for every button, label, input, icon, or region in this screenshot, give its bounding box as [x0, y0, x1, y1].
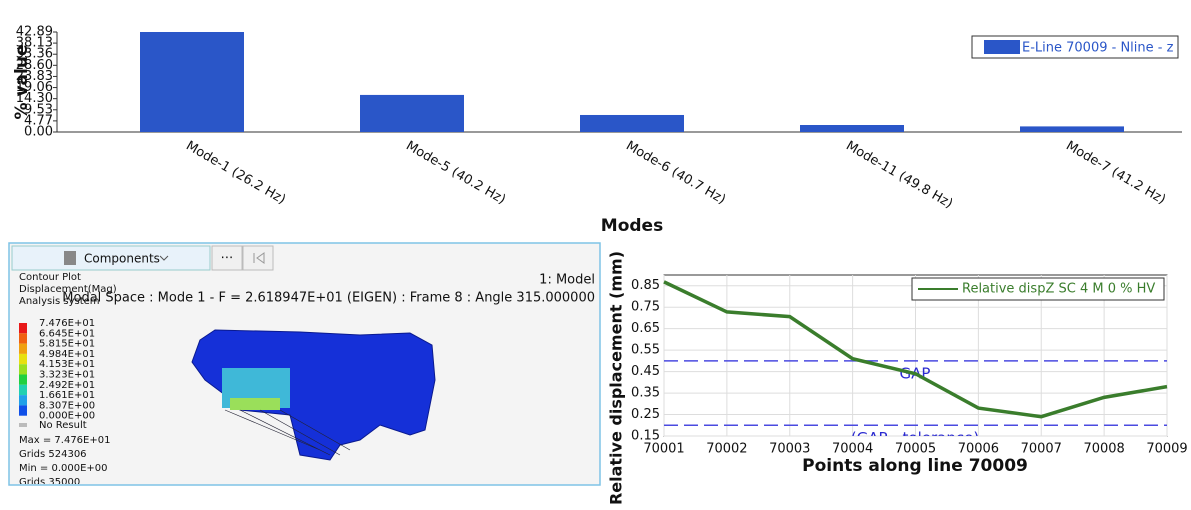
first-button[interactable]	[242, 245, 274, 271]
y-tick-label: 0.55	[631, 343, 660, 358]
colorbar-label: 4.153E+01	[39, 359, 95, 370]
viewer-title: Displacement(Mag)	[19, 284, 117, 295]
x-tick-label: 70008	[1083, 442, 1124, 457]
y-tick-label: 42.89	[16, 25, 53, 40]
legend-label: E-Line 70009 - Nline - z	[1022, 41, 1174, 56]
y-tick-label: 38.13	[16, 36, 53, 51]
y-tick-label: 33.36	[16, 47, 53, 62]
legend	[971, 35, 1179, 59]
colorbar-label: 2.492E+01	[39, 380, 95, 391]
colorbar-swatch	[19, 333, 27, 344]
y-axis-title: Relative displacement (mm)	[607, 251, 626, 505]
no-result-swatch	[19, 423, 27, 427]
y-tick-label: 0.15	[631, 429, 660, 444]
bar	[1020, 126, 1124, 132]
more-button[interactable]	[211, 245, 243, 271]
colorbar-swatch	[19, 323, 27, 334]
reference-label: (GAP - tolerance)	[851, 429, 979, 447]
bar	[140, 32, 244, 132]
model-highlight	[230, 398, 280, 410]
x-tick-label: Mode-11 (49.8 Hz)	[843, 139, 955, 212]
bar	[580, 114, 684, 132]
colorbar-swatch	[19, 405, 27, 416]
x-axis-title: Modes	[601, 216, 663, 236]
viewer-footer: Max = 7.476E+01	[19, 435, 110, 446]
x-tick-label: 70006	[958, 442, 999, 457]
x-tick-label: 70004	[832, 442, 873, 457]
y-tick-label: 14.30	[16, 91, 53, 106]
y-tick-label: 0.00	[24, 125, 53, 140]
icon	[64, 251, 76, 265]
y-tick-label: 9.53	[24, 102, 53, 117]
colorbar-swatch	[19, 343, 27, 354]
colorbar-label: 1.661E+01	[39, 390, 95, 401]
model-label: 1: Model	[539, 273, 595, 288]
colorbar-label: 3.323E+01	[39, 370, 95, 381]
colorbar-label: 5.815E+01	[39, 339, 95, 350]
x-tick-label: 70009	[1146, 442, 1187, 457]
x-axis-title: Points along line 70009	[802, 456, 1028, 476]
colorbar-label: 8.307E+00	[39, 400, 95, 411]
viewer-footer: Grids 35000	[19, 477, 80, 488]
x-tick-label: 70001	[643, 442, 684, 457]
colorbar-swatch	[19, 395, 27, 406]
viewer-title: Contour Plot	[19, 272, 81, 283]
toolbar-label: Components	[84, 252, 160, 266]
x-tick-label: 70003	[769, 442, 810, 457]
first-icon	[253, 252, 265, 264]
legend-swatch	[984, 40, 1020, 54]
y-tick-label: 0.45	[631, 364, 660, 379]
dropdown-arrow	[159, 255, 169, 261]
legend-label: Relative dispZ SC 4 M 0 % HV	[962, 282, 1155, 297]
no-result-label: No Result	[39, 420, 87, 431]
x-tick-label: Mode-7 (41.2 Hz)	[1063, 139, 1168, 208]
y-tick-label: 28.60	[16, 58, 53, 73]
y-tick-label: 23.83	[16, 69, 53, 84]
y-tick-label: 0.85	[631, 278, 660, 293]
model-wires	[224, 409, 351, 456]
legend	[911, 277, 1165, 301]
components-button[interactable]	[11, 245, 211, 271]
line	[663, 280, 1168, 419]
colorbar-label: 7.476E+01	[39, 318, 95, 329]
colorbar-swatch	[19, 384, 27, 396]
x-tick-label: Mode-5 (40.2 Hz)	[403, 139, 508, 208]
y-tick-label: 0.65	[631, 321, 660, 336]
colorbar-swatch	[19, 353, 27, 365]
x-tick-label: Mode-1 (26.2 Hz)	[183, 139, 288, 208]
x-tick-label: 70005	[895, 442, 936, 457]
viewer-title: Analysis system	[19, 296, 100, 307]
x-tick-label: Mode-6 (40.7 Hz)	[623, 139, 728, 208]
colorbar-swatch	[19, 374, 27, 385]
viewer-subtitle: Modal Space : Mode 1 - F = 2.618947E+01 …	[62, 291, 595, 306]
ellipsis: ⋯	[221, 251, 234, 266]
y-tick-label: 0.75	[631, 300, 660, 315]
colorbar-label: 6.645E+01	[39, 328, 95, 339]
colorbar-label: 4.984E+01	[39, 349, 95, 360]
y-tick-label: 0.35	[631, 386, 660, 401]
x-tick-label: 70007	[1021, 442, 1062, 457]
y-tick-label: 0.25	[631, 407, 660, 422]
y-axis-title: % value	[12, 45, 32, 120]
y-tick-label: 4.77	[24, 113, 53, 128]
bar	[360, 94, 464, 132]
viewer-footer: Grids 524306	[19, 449, 87, 460]
colorbar-swatch	[19, 364, 27, 375]
colorbar-label: 0.000E+00	[39, 411, 95, 422]
bar	[800, 125, 904, 132]
viewer-footer: Min = 0.000E+00	[19, 463, 108, 474]
y-tick-label: 19.06	[16, 80, 53, 95]
x-tick-label: 70002	[706, 442, 747, 457]
